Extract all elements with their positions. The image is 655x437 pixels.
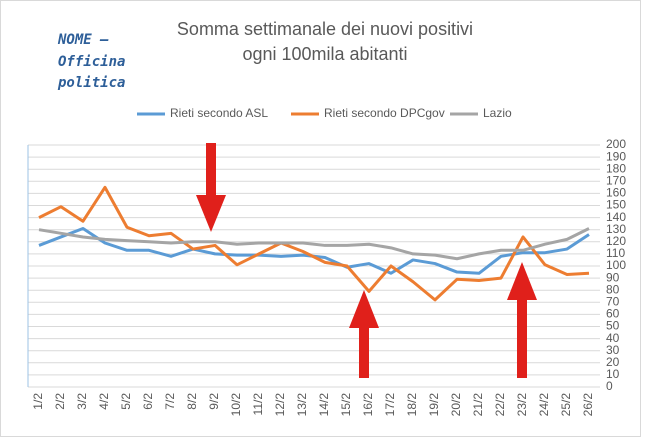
y-tick-label: 100 xyxy=(606,258,626,272)
y-tick-label: 170 xyxy=(606,173,626,187)
legend-label: Rieti secondo ASL xyxy=(170,106,268,120)
chart-title: ogni 100mila abitanti xyxy=(242,44,407,64)
x-tick-label: 22/2 xyxy=(493,393,507,417)
y-tick-label: 190 xyxy=(606,149,626,163)
series-line xyxy=(38,185,590,302)
y-tick-label: 60 xyxy=(606,307,620,321)
series-line xyxy=(38,227,590,261)
y-tick-label: 200 xyxy=(606,137,626,151)
y-tick-label: 120 xyxy=(606,234,626,248)
arrow xyxy=(359,326,369,378)
arrow xyxy=(349,290,379,328)
y-tick-label: 50 xyxy=(606,319,620,333)
chart-frame xyxy=(0,0,641,437)
x-tick-label: 15/2 xyxy=(339,393,353,417)
x-tick-label: 25/2 xyxy=(559,393,573,417)
watermark: politica xyxy=(57,75,125,91)
y-tick-label: 130 xyxy=(606,222,626,236)
y-tick-label: 110 xyxy=(606,246,625,260)
x-tick-label: 18/2 xyxy=(405,393,419,417)
y-tick-label: 180 xyxy=(606,161,626,175)
y-tick-label: 40 xyxy=(606,331,620,345)
arrows xyxy=(196,143,537,378)
x-tick-label: 19/2 xyxy=(427,393,441,417)
arrow xyxy=(517,298,527,378)
x-tick-label: 11/2 xyxy=(251,393,265,416)
x-tick-label: 14/2 xyxy=(317,393,331,417)
chart-title: Somma settimanale dei nuovi positivi xyxy=(177,19,473,39)
arrow xyxy=(206,143,216,197)
y-tick-label: 70 xyxy=(606,294,620,308)
y-tick-label: 160 xyxy=(606,186,626,200)
legend-label: Rieti secondo DPCgov xyxy=(324,106,445,120)
x-tick-label: 1/2 xyxy=(31,393,45,410)
y-tick-label: 90 xyxy=(606,270,620,284)
y-tick-label: 30 xyxy=(606,343,620,357)
x-tick-label: 7/2 xyxy=(163,393,177,410)
y-tick-label: 20 xyxy=(606,355,620,369)
x-tick-label: 3/2 xyxy=(75,393,89,410)
x-tick-label: 23/2 xyxy=(515,393,529,417)
x-tick-label: 20/2 xyxy=(449,393,463,417)
x-tick-label: 8/2 xyxy=(185,393,199,410)
x-tick-label: 4/2 xyxy=(97,393,111,410)
x-tick-label: 12/2 xyxy=(273,393,287,417)
x-tick-label: 16/2 xyxy=(361,393,375,417)
arrow xyxy=(507,262,537,300)
x-tick-label: 26/2 xyxy=(581,393,595,417)
x-tick-label: 21/2 xyxy=(471,393,485,417)
watermark: NOME – xyxy=(57,32,109,48)
y-tick-label: 140 xyxy=(606,210,626,224)
x-tick-label: 24/2 xyxy=(537,393,551,417)
y-tick-label: 150 xyxy=(606,198,626,212)
x-tick-label: 6/2 xyxy=(141,393,155,410)
x-tick-label: 17/2 xyxy=(383,393,397,417)
arrow xyxy=(196,195,226,232)
legend-label: Lazio xyxy=(483,106,512,120)
y-tick-label: 80 xyxy=(606,282,620,296)
x-tick-label: 2/2 xyxy=(53,393,67,410)
x-tick-label: 9/2 xyxy=(207,393,221,410)
y-tick-label: 0 xyxy=(606,379,613,393)
y-tick-label: 10 xyxy=(606,367,620,381)
x-tick-label: 10/2 xyxy=(229,393,243,417)
x-tick-label: 13/2 xyxy=(295,393,309,417)
watermark: Officina xyxy=(58,54,125,70)
x-tick-label: 5/2 xyxy=(119,393,133,410)
